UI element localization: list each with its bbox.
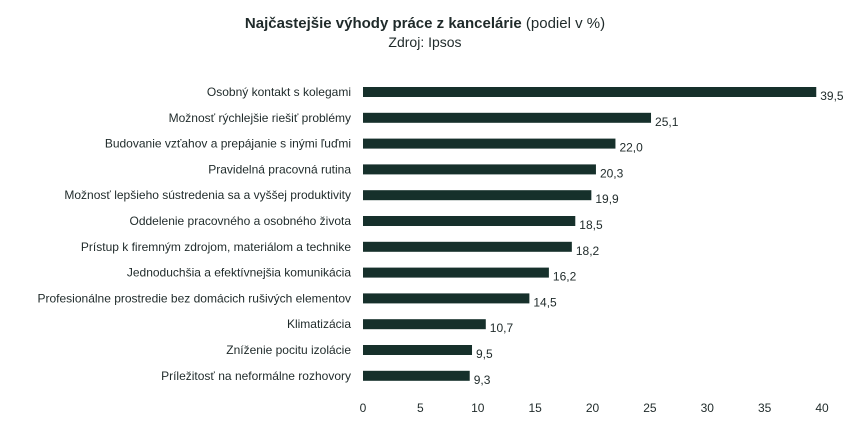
x-tick-label: 0: [360, 401, 367, 415]
value-label: 19,9: [595, 192, 619, 206]
value-label: 9,3: [474, 373, 491, 387]
bar: [363, 241, 572, 252]
category-label: Klimatizácia: [287, 317, 351, 331]
category-label: Profesionálne prostredie bez domácich ru…: [38, 291, 352, 305]
bar: [363, 87, 817, 97]
category-label: Prístup k firemným zdrojom, materiálom a…: [81, 240, 351, 254]
value-label: 18,2: [576, 244, 600, 258]
value-label: 9,5: [476, 347, 493, 361]
bar: [363, 138, 616, 149]
value-label: 18,5: [579, 218, 603, 232]
x-tick-label: 35: [758, 401, 772, 415]
value-label: 25,1: [655, 115, 679, 129]
value-label: 39,5: [820, 89, 844, 103]
x-tick-label: 5: [417, 401, 424, 415]
value-label: 22,0: [619, 141, 643, 155]
bar: [363, 370, 470, 381]
value-label: 20,3: [600, 166, 624, 180]
x-tick-label: 30: [701, 401, 715, 415]
category-label: Príležitosť na neformálne rozhovory: [161, 369, 351, 383]
category-label: Pravidelná pracovná rutina: [208, 162, 351, 176]
x-tick-label: 25: [643, 401, 657, 415]
category-label: Zníženie pocitu izolácie: [226, 343, 351, 357]
chart-title: Najčastejšie výhody práce z kancelárie: [244, 15, 522, 32]
chart-header: Najčastejšie výhody práce z kancelárie (…: [0, 14, 850, 51]
category-label: Možnosť lepšieho sústredenia sa a vyššej…: [64, 188, 351, 202]
x-tick-label: 40: [815, 401, 829, 415]
chart-subtitle: Zdroj: Ipsos: [388, 34, 462, 50]
category-label: Budovanie vzťahov a prepájanie s inými ľ…: [105, 137, 351, 151]
chart-title-line: Najčastejšie výhody práce z kancelárie (…: [0, 14, 850, 33]
value-label: 14,5: [533, 295, 557, 309]
category-label: Možnosť rýchlejšie riešiť problémy: [169, 111, 351, 125]
bar: [363, 190, 592, 201]
category-label: Osobný kontakt s kolegami: [207, 85, 351, 99]
bar: [363, 293, 530, 304]
bar: [363, 345, 473, 355]
x-tick-label: 10: [471, 401, 485, 415]
category-label: Oddelenie pracovného a osobného života: [130, 214, 352, 228]
x-tick-label: 20: [586, 401, 600, 415]
chart-title-suffix: (podiel v %): [525, 15, 606, 32]
value-label: 16,2: [553, 270, 577, 284]
category-label: Jednoduchšia a efektívnejšia komunikácia: [127, 266, 351, 280]
value-label: 10,7: [490, 321, 514, 335]
bar: [363, 216, 576, 226]
bar: [363, 164, 596, 175]
bar: [363, 112, 652, 123]
x-tick-label: 15: [528, 401, 542, 415]
bar: [363, 319, 486, 330]
bar: [363, 267, 549, 278]
